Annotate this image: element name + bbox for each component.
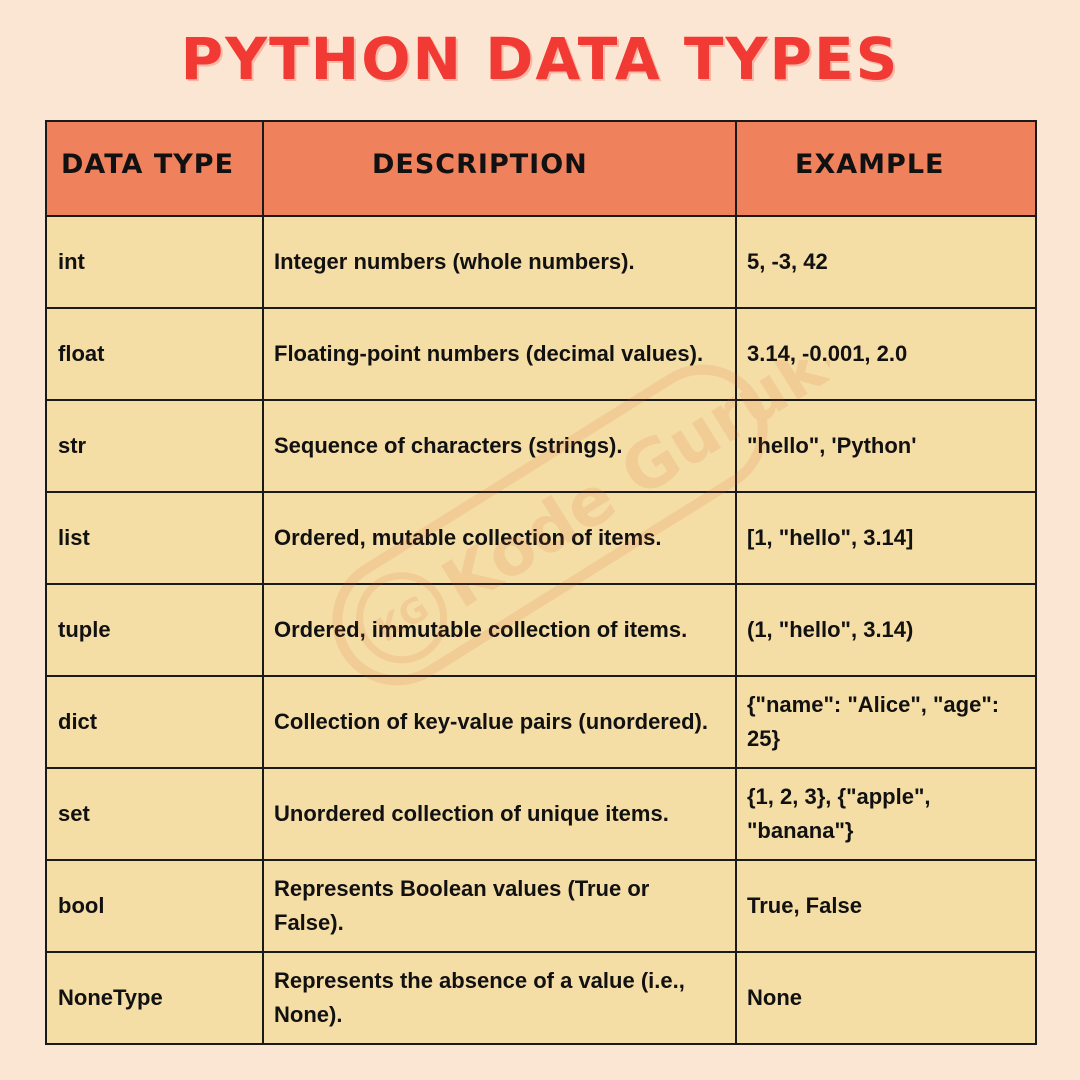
header-data-type: DATA TYPE bbox=[45, 120, 264, 217]
cell-description: Represents Boolean values (True or False… bbox=[262, 859, 737, 953]
cell-description: Ordered, mutable collection of items. bbox=[262, 491, 737, 585]
table-row: float Floating-point numbers (decimal va… bbox=[45, 307, 1037, 401]
table-row: tuple Ordered, immutable collection of i… bbox=[45, 583, 1037, 677]
table-row: NoneType Represents the absence of a val… bbox=[45, 951, 1037, 1045]
cell-description: Integer numbers (whole numbers). bbox=[262, 215, 737, 309]
cell-example: None bbox=[735, 951, 1037, 1045]
table-row: int Integer numbers (whole numbers). 5, … bbox=[45, 215, 1037, 309]
cell-description: Collection of key-value pairs (unordered… bbox=[262, 675, 737, 769]
cell-type: int bbox=[45, 215, 264, 309]
cell-example: {1, 2, 3}, {"apple", "banana"} bbox=[735, 767, 1037, 861]
cell-type: float bbox=[45, 307, 264, 401]
cell-example: 5, -3, 42 bbox=[735, 215, 1037, 309]
cell-example: [1, "hello", 3.14] bbox=[735, 491, 1037, 585]
table-row: dict Collection of key-value pairs (unor… bbox=[45, 675, 1037, 769]
cell-description: Unordered collection of unique items. bbox=[262, 767, 737, 861]
cell-type: set bbox=[45, 767, 264, 861]
cell-description: Sequence of characters (strings). bbox=[262, 399, 737, 493]
cell-type: bool bbox=[45, 859, 264, 953]
cell-example: {"name": "Alice", "age": 25} bbox=[735, 675, 1037, 769]
table-header-row: DATA TYPE DESCRIPTION EXAMPLE bbox=[45, 120, 1037, 217]
cell-type: tuple bbox=[45, 583, 264, 677]
table-row: set Unordered collection of unique items… bbox=[45, 767, 1037, 861]
table-row: list Ordered, mutable collection of item… bbox=[45, 491, 1037, 585]
cell-type: list bbox=[45, 491, 264, 585]
table-row: bool Represents Boolean values (True or … bbox=[45, 859, 1037, 953]
cell-example: 3.14, -0.001, 2.0 bbox=[735, 307, 1037, 401]
data-types-table: DATA TYPE DESCRIPTION EXAMPLE int Intege… bbox=[45, 120, 1037, 1045]
table-row: str Sequence of characters (strings). "h… bbox=[45, 399, 1037, 493]
cell-example: "hello", 'Python' bbox=[735, 399, 1037, 493]
header-example: EXAMPLE bbox=[735, 120, 1037, 217]
cell-type: dict bbox=[45, 675, 264, 769]
cell-type: NoneType bbox=[45, 951, 264, 1045]
cell-type: str bbox=[45, 399, 264, 493]
cell-example: True, False bbox=[735, 859, 1037, 953]
cell-example: (1, "hello", 3.14) bbox=[735, 583, 1037, 677]
cell-description: Floating-point numbers (decimal values). bbox=[262, 307, 737, 401]
page-title: PYTHON DATA TYPES bbox=[180, 25, 900, 93]
cell-description: Ordered, immutable collection of items. bbox=[262, 583, 737, 677]
header-description: DESCRIPTION bbox=[262, 120, 737, 217]
cell-description: Represents the absence of a value (i.e.,… bbox=[262, 951, 737, 1045]
